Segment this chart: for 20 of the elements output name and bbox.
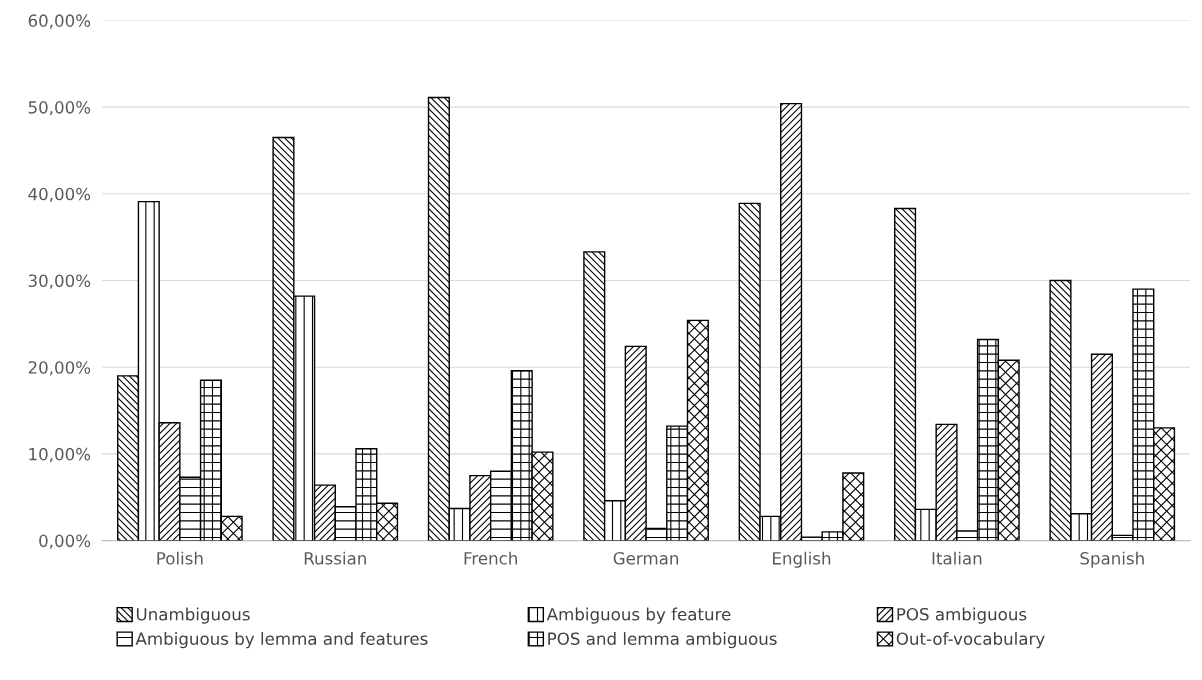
x-tick-label: German [613, 552, 679, 565]
x-tick-label: Polish [157, 551, 203, 565]
x-tick-label: English [773, 551, 831, 568]
legend-label: POS ambiguous [897, 607, 1027, 624]
y-tick-label: 40,00% [28, 187, 91, 203]
y-tick-label: 0,00% [39, 534, 91, 549]
x-tick-label: Russian [304, 551, 366, 565]
y-tick-label: 20,00% [28, 361, 91, 376]
legend-label: Ambiguous by feature [546, 607, 731, 624]
y-tick-label: 30,00% [28, 274, 91, 289]
legend-label: POS and lemma ambiguous [548, 632, 777, 649]
legend-label: Unambiguous [136, 607, 250, 624]
legend-label: Out-of-vocabulary [896, 632, 1045, 649]
x-tick-label: Italian [932, 551, 982, 565]
y-tick-label: 60,00% [28, 14, 91, 29]
legend-label: Ambiguous by lemma and features [135, 632, 428, 649]
y-tick-label: 10,00% [29, 447, 91, 463]
y-tick-label: 50,00% [28, 101, 91, 116]
x-tick-label: Spanish [1080, 551, 1144, 568]
x-tick-label: French [464, 551, 517, 565]
